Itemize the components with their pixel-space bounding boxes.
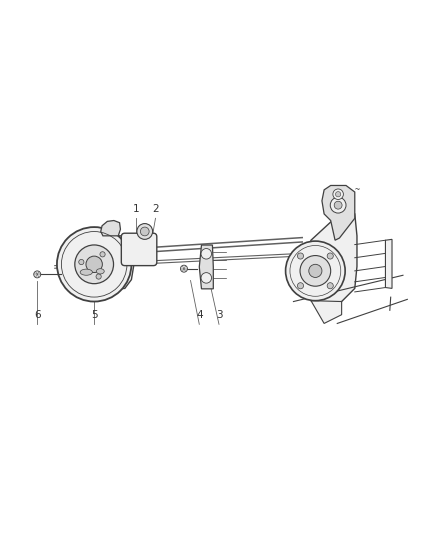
Circle shape: [100, 252, 105, 257]
Text: 5: 5: [91, 310, 98, 320]
Circle shape: [57, 227, 131, 302]
Circle shape: [201, 248, 212, 259]
Polygon shape: [199, 245, 213, 289]
Text: 6: 6: [34, 310, 41, 320]
Circle shape: [34, 271, 41, 278]
Text: 2: 2: [152, 204, 159, 214]
Circle shape: [201, 273, 212, 283]
Circle shape: [180, 265, 187, 272]
Ellipse shape: [80, 269, 92, 275]
Circle shape: [75, 245, 113, 284]
Ellipse shape: [96, 269, 104, 274]
Text: ~: ~: [354, 185, 360, 195]
Text: 4: 4: [196, 310, 203, 320]
Circle shape: [330, 197, 346, 213]
Text: 3: 3: [215, 310, 223, 320]
Circle shape: [86, 256, 102, 272]
Circle shape: [300, 255, 331, 286]
Polygon shape: [101, 221, 120, 236]
Polygon shape: [311, 301, 342, 324]
Text: 1: 1: [132, 204, 139, 214]
Circle shape: [327, 253, 333, 259]
Circle shape: [309, 264, 322, 278]
FancyBboxPatch shape: [121, 233, 157, 265]
Circle shape: [297, 253, 304, 259]
Circle shape: [137, 223, 152, 239]
Polygon shape: [96, 236, 134, 290]
Circle shape: [336, 191, 341, 197]
Circle shape: [297, 282, 304, 289]
Polygon shape: [322, 185, 355, 240]
Circle shape: [334, 201, 342, 209]
Polygon shape: [307, 214, 357, 304]
Circle shape: [96, 274, 101, 279]
Circle shape: [286, 241, 345, 301]
Circle shape: [333, 189, 343, 199]
Circle shape: [140, 227, 149, 236]
Polygon shape: [385, 239, 392, 288]
Circle shape: [79, 260, 84, 265]
Circle shape: [327, 282, 333, 289]
